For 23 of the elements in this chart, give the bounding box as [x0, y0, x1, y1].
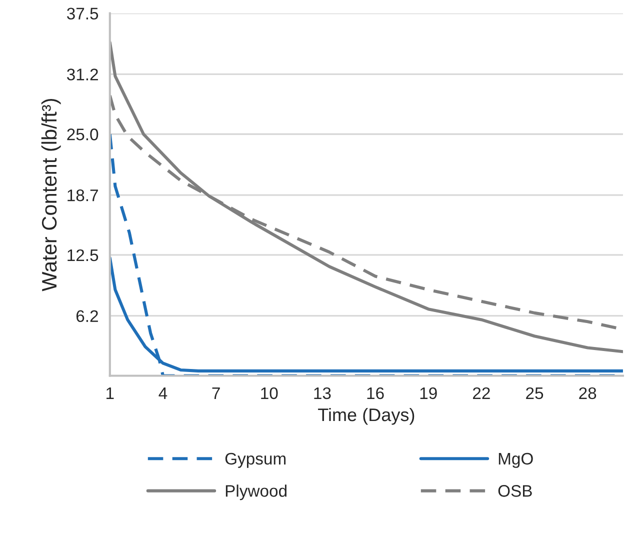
- legend-label: OSB: [498, 485, 532, 497]
- legend-label: MgO: [498, 452, 533, 468]
- x-tick-label: 28: [579, 387, 596, 400]
- y-tick-label: 37.5: [66, 8, 98, 20]
- legend-label: Gypsum: [225, 452, 286, 468]
- legend-label: Plywood: [226, 484, 286, 500]
- y-tick-label: 31.2: [66, 68, 98, 80]
- x-tick-label: 16: [367, 387, 384, 400]
- x-axis-title: Time (Days): [318, 408, 414, 425]
- x-tick-label: 4: [158, 387, 168, 399]
- x-tick-label: 1: [106, 387, 114, 399]
- x-tick-label: 7: [212, 387, 220, 399]
- line-series: [110, 40, 623, 354]
- x-tick-label: 22: [473, 387, 490, 399]
- x-tick-label: 13: [314, 387, 331, 400]
- y-tick-label: 25.0: [67, 128, 98, 140]
- y-tick-label: 6.2: [76, 310, 98, 322]
- y-axis-title: Water Content (lb/ft³): [41, 98, 61, 292]
- x-tick-label: 25: [526, 387, 544, 400]
- x-tick-label: 19: [420, 387, 437, 400]
- y-tick-label: 12.5: [68, 249, 98, 262]
- y-tick-label: 18.7: [68, 189, 98, 202]
- x-tick-label: 10: [261, 387, 278, 400]
